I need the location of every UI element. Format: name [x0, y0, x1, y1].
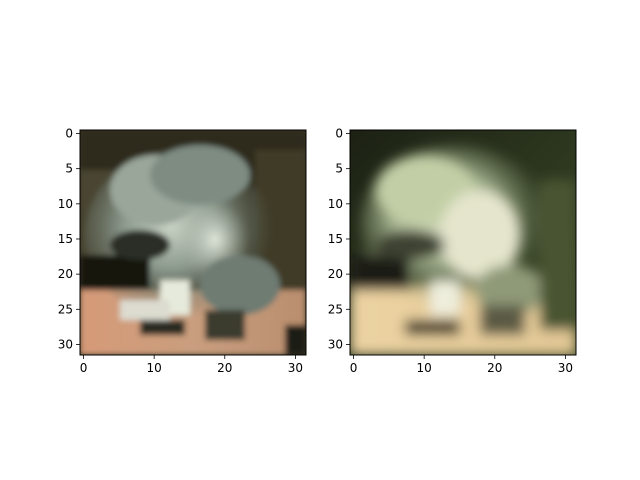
right-y-tick-label: 20: [328, 267, 343, 281]
left-y-tick-label: 0: [65, 127, 73, 141]
right-image-panel: [350, 130, 576, 355]
left-x-tick-label: 20: [217, 361, 232, 375]
left-x-tick-label: 30: [288, 361, 303, 375]
right-x-tick-label: 20: [487, 361, 502, 375]
right-y-tick-label: 25: [328, 302, 343, 316]
right-y-tick-label: 10: [328, 197, 343, 211]
left-y-tick-label: 15: [58, 232, 73, 246]
right-x-tick-label: 30: [558, 361, 573, 375]
right-y-tick-label: 30: [328, 337, 343, 351]
left-x-tick-label: 10: [147, 361, 162, 375]
right-y-tick-label: 15: [328, 232, 343, 246]
right-x-tick-label: 10: [417, 361, 432, 375]
right-y-tick-label: 0: [335, 127, 343, 141]
left-y-tick-label: 25: [58, 302, 73, 316]
left-y-tick-label: 30: [58, 337, 73, 351]
left-image-panel: [80, 130, 306, 355]
right-axes-frame: [349, 129, 577, 356]
left-y-tick-label: 5: [65, 162, 73, 176]
left-y-tick-label: 20: [58, 267, 73, 281]
left-y-tick-label: 10: [58, 197, 73, 211]
right-x-tick-label: 0: [350, 361, 358, 375]
left-x-tick-label: 0: [80, 361, 88, 375]
right-y-tick-label: 5: [335, 162, 343, 176]
left-axes-frame: [79, 129, 307, 356]
